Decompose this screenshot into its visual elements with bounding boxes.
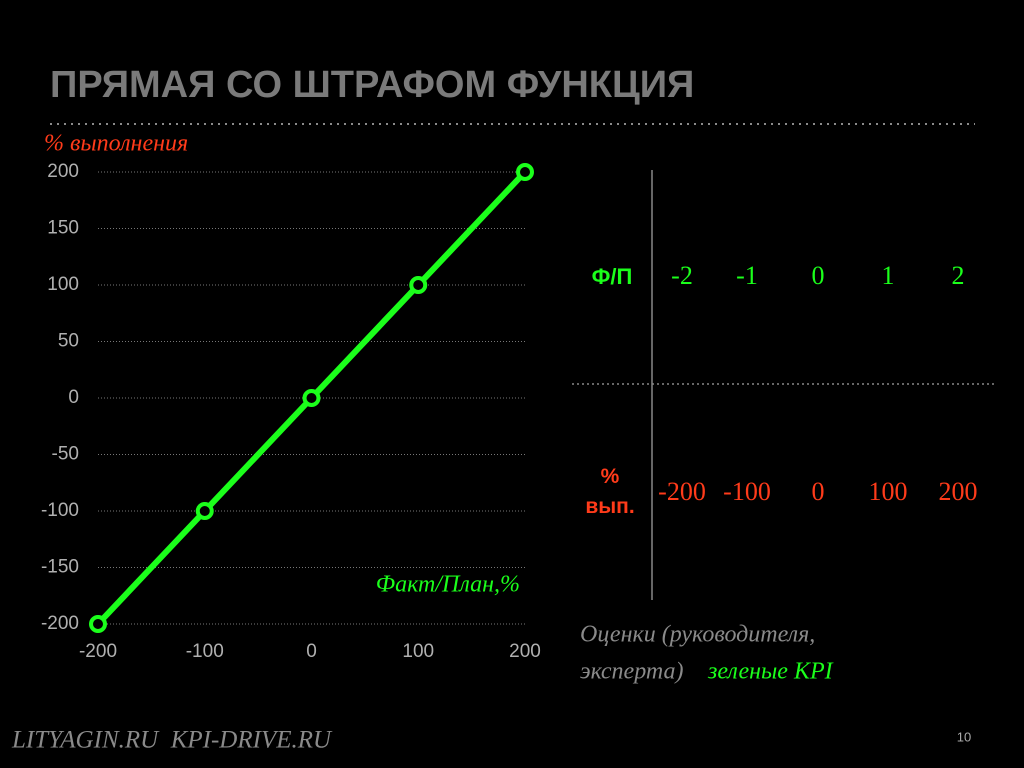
note-text: Оценки (руководителя,: [580, 622, 815, 648]
y-tick-label: 50: [58, 331, 79, 352]
table-cell: -200: [658, 477, 706, 506]
y-tick-label: -100: [41, 500, 79, 521]
page-number: 10: [957, 729, 971, 744]
x-tick-label: 200: [509, 641, 541, 662]
table-row-label: Ф/П: [592, 264, 633, 289]
y-tick-label: 150: [47, 218, 79, 239]
table-cell: 2: [952, 261, 965, 290]
slide-title: ПРЯМАЯ СО ШТРАФОМ ФУНКЦИЯ: [50, 64, 694, 106]
x-tick-label: -100: [186, 641, 224, 662]
data-point: [409, 276, 428, 294]
y-axis-label: % выполнения: [44, 131, 188, 157]
table-cell: 0: [812, 477, 825, 506]
table-cell: -1: [736, 261, 758, 290]
data-point: [89, 615, 107, 633]
note-highlight: зеленые KPI: [707, 659, 834, 685]
y-tick-label: -150: [41, 557, 79, 578]
x-tick-label: -200: [79, 641, 117, 662]
data-point: [516, 163, 534, 181]
y-tick-label: -50: [52, 444, 79, 465]
y-tick-label: 200: [47, 161, 79, 182]
y-tick-label: 100: [47, 274, 79, 295]
table-cell: 200: [939, 477, 978, 506]
y-tick-label: 0: [68, 387, 79, 408]
table-cell: -2: [671, 261, 693, 290]
data-point: [302, 389, 321, 407]
y-tick-label: -200: [41, 613, 79, 634]
table-cell: 0: [812, 261, 825, 290]
table-cell: 1: [882, 261, 895, 290]
footer: LITYAGIN.RU KPI-DRIVE.RU: [11, 727, 333, 754]
x-tick-label: 100: [402, 641, 434, 662]
x-tick-label: 0: [306, 641, 317, 662]
data-point: [195, 502, 214, 520]
x-axis-label: Факт/План,%: [376, 572, 520, 598]
note-text: эксперта): [580, 659, 684, 685]
table-cell: -100: [723, 477, 771, 506]
table-row-label: % вып.: [585, 465, 635, 518]
table-cell: 100: [869, 477, 908, 506]
